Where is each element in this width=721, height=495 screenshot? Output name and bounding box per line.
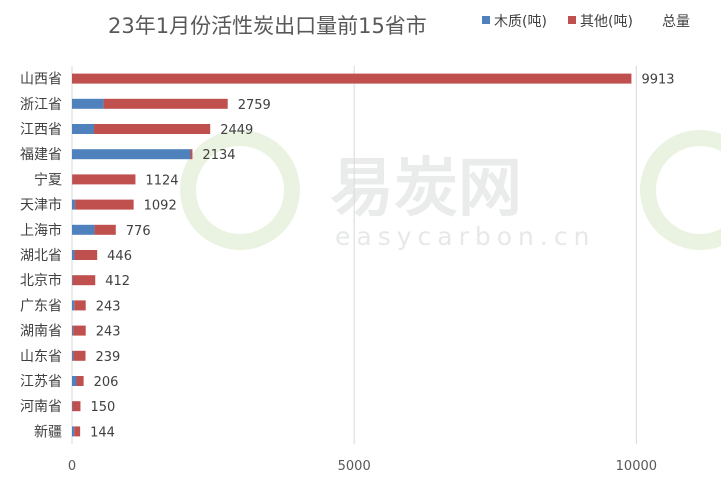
watermark-url: easycarbon.cn — [335, 222, 595, 251]
total-value-label: 144 — [90, 425, 115, 440]
watermark-logo-icon-right — [640, 130, 721, 250]
bar-other — [72, 73, 632, 84]
category-label: 山东省 — [20, 349, 62, 365]
bar-other — [94, 224, 116, 235]
x-tick-label: 0 — [68, 459, 76, 474]
total-value-label: 9913 — [641, 73, 674, 88]
category-label: 北京市 — [20, 272, 62, 289]
bar-other — [72, 401, 81, 412]
bar-other — [73, 350, 86, 361]
category-label: 浙江省 — [20, 97, 62, 113]
bar-wood — [72, 325, 74, 336]
bar-other — [94, 124, 211, 134]
bar-wood — [72, 149, 191, 160]
bar-wood — [72, 275, 73, 286]
legend-swatch-other — [568, 16, 576, 24]
bar-wood — [72, 199, 76, 210]
bar-other — [74, 300, 86, 311]
bar-wood — [72, 98, 104, 109]
chart-title: 23年1月份活性炭出口量前15省市 — [108, 14, 427, 38]
category-label: 湖北省 — [20, 248, 62, 264]
legend-swatch-wood — [482, 16, 490, 24]
legend-label-other: 其他(吨) — [580, 14, 633, 30]
total-value-label: 150 — [90, 400, 115, 415]
category-label: 江苏省 — [20, 374, 62, 390]
bar-other — [74, 250, 98, 260]
bar-wood — [72, 250, 75, 260]
bar-wood — [72, 350, 74, 361]
bar-wood — [72, 224, 95, 235]
gridlines — [71, 66, 637, 444]
total-value-label: 239 — [95, 350, 120, 365]
x-tick-label: 5000 — [338, 459, 371, 474]
legend-label-total: 总量 — [662, 14, 690, 30]
category-label: 山西省 — [20, 72, 62, 88]
bar-other — [72, 174, 136, 185]
bar-other — [72, 275, 96, 286]
bar-other — [75, 199, 134, 210]
bar-other — [76, 376, 84, 386]
watermark-logo-icon — [180, 130, 300, 250]
watermark: 易炭网 easycarbon.cn — [180, 130, 721, 251]
bar-wood — [72, 300, 75, 311]
labels: 0 5000 10000 山西省 9913 浙江省 2759 江西省 2449 福建省 2134 宁夏… — [20, 72, 675, 474]
category-label: 天津市 — [20, 197, 62, 214]
category-label: 广东省 — [20, 298, 62, 314]
total-value-label: 412 — [105, 274, 130, 289]
bar-wood — [72, 124, 95, 134]
total-value-label: 776 — [126, 224, 151, 239]
bar-other — [190, 149, 193, 160]
category-label: 上海市 — [20, 222, 62, 239]
total-value-label: 1124 — [145, 173, 178, 188]
total-value-label: 2759 — [238, 98, 271, 113]
total-value-label: 2134 — [202, 148, 235, 163]
total-value-label: 243 — [96, 325, 121, 340]
total-value-label: 243 — [96, 299, 121, 314]
total-value-label: 1092 — [144, 199, 177, 214]
bar-other — [74, 426, 81, 437]
category-label: 江西省 — [20, 122, 62, 138]
category-label: 湖南省 — [20, 324, 62, 340]
legend: 木质(吨) 其他(吨) 总量 — [482, 14, 690, 30]
total-value-label: 446 — [107, 249, 132, 264]
watermark-text: 易炭网 — [330, 152, 522, 226]
category-label: 宁夏 — [34, 171, 62, 188]
total-value-label: 206 — [94, 375, 119, 390]
x-tick-label: 10000 — [616, 459, 657, 474]
category-label: 福建省 — [20, 147, 62, 163]
category-label: 河南省 — [20, 399, 62, 415]
legend-label-wood: 木质(吨) — [494, 14, 547, 30]
bar-wood — [72, 376, 77, 386]
bar-wood — [72, 426, 75, 437]
category-label: 新疆 — [34, 424, 62, 440]
bar-other — [73, 325, 86, 336]
bars — [72, 73, 632, 437]
bar-other — [103, 98, 228, 109]
total-value-label: 2449 — [220, 123, 253, 138]
